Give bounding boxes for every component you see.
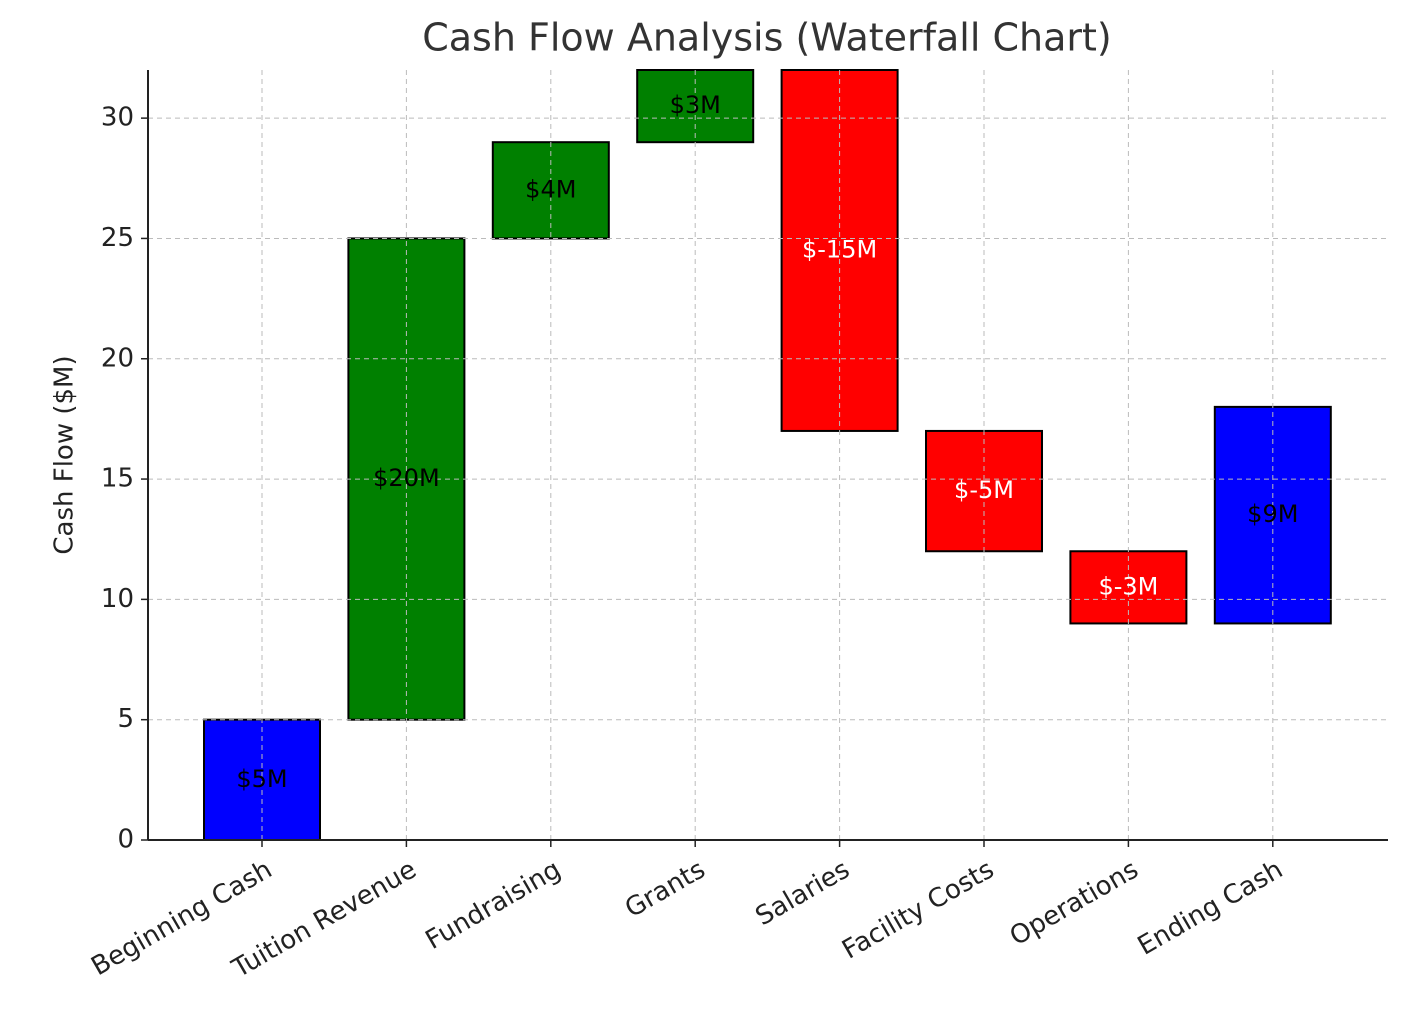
y-tick-label: 0 bbox=[117, 825, 134, 855]
value-label: $-5M bbox=[954, 476, 1014, 504]
y-axis-label: Cash Flow ($M) bbox=[50, 355, 80, 554]
y-tick-label: 5 bbox=[117, 704, 134, 734]
x-tick-label: Operations bbox=[1005, 855, 1144, 952]
y-tick-label: 20 bbox=[101, 343, 134, 373]
y-tick-label: 25 bbox=[101, 223, 134, 253]
x-tick-label: Grants bbox=[620, 855, 710, 924]
value-label: $20M bbox=[373, 464, 440, 492]
value-label: $5M bbox=[236, 765, 287, 793]
x-tick-label: Facility Costs bbox=[837, 855, 999, 966]
y-tick-label: 10 bbox=[101, 584, 134, 614]
value-label: $9M bbox=[1247, 500, 1298, 528]
x-tick-label: Ending Cash bbox=[1133, 855, 1288, 962]
value-label: $-3M bbox=[1098, 572, 1158, 600]
y-tick-label: 15 bbox=[101, 464, 134, 494]
x-tick-label: Salaries bbox=[751, 855, 855, 933]
value-label: $3M bbox=[670, 91, 721, 119]
value-label: $4M bbox=[525, 175, 576, 203]
value-label: $-15M bbox=[802, 235, 877, 263]
x-tick-label: Fundraising bbox=[421, 855, 566, 956]
chart-title: Cash Flow Analysis (Waterfall Chart) bbox=[422, 16, 1112, 60]
y-tick-label: 30 bbox=[101, 103, 134, 133]
